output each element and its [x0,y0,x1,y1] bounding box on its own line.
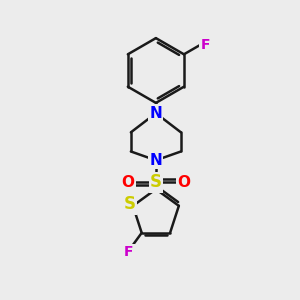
Text: S: S [150,173,162,191]
Text: F: F [200,38,210,52]
Text: O: O [122,175,134,190]
Text: F: F [124,245,134,259]
Text: S: S [124,195,136,213]
Text: N: N [149,106,162,121]
Text: O: O [177,175,190,190]
Text: N: N [149,153,162,168]
